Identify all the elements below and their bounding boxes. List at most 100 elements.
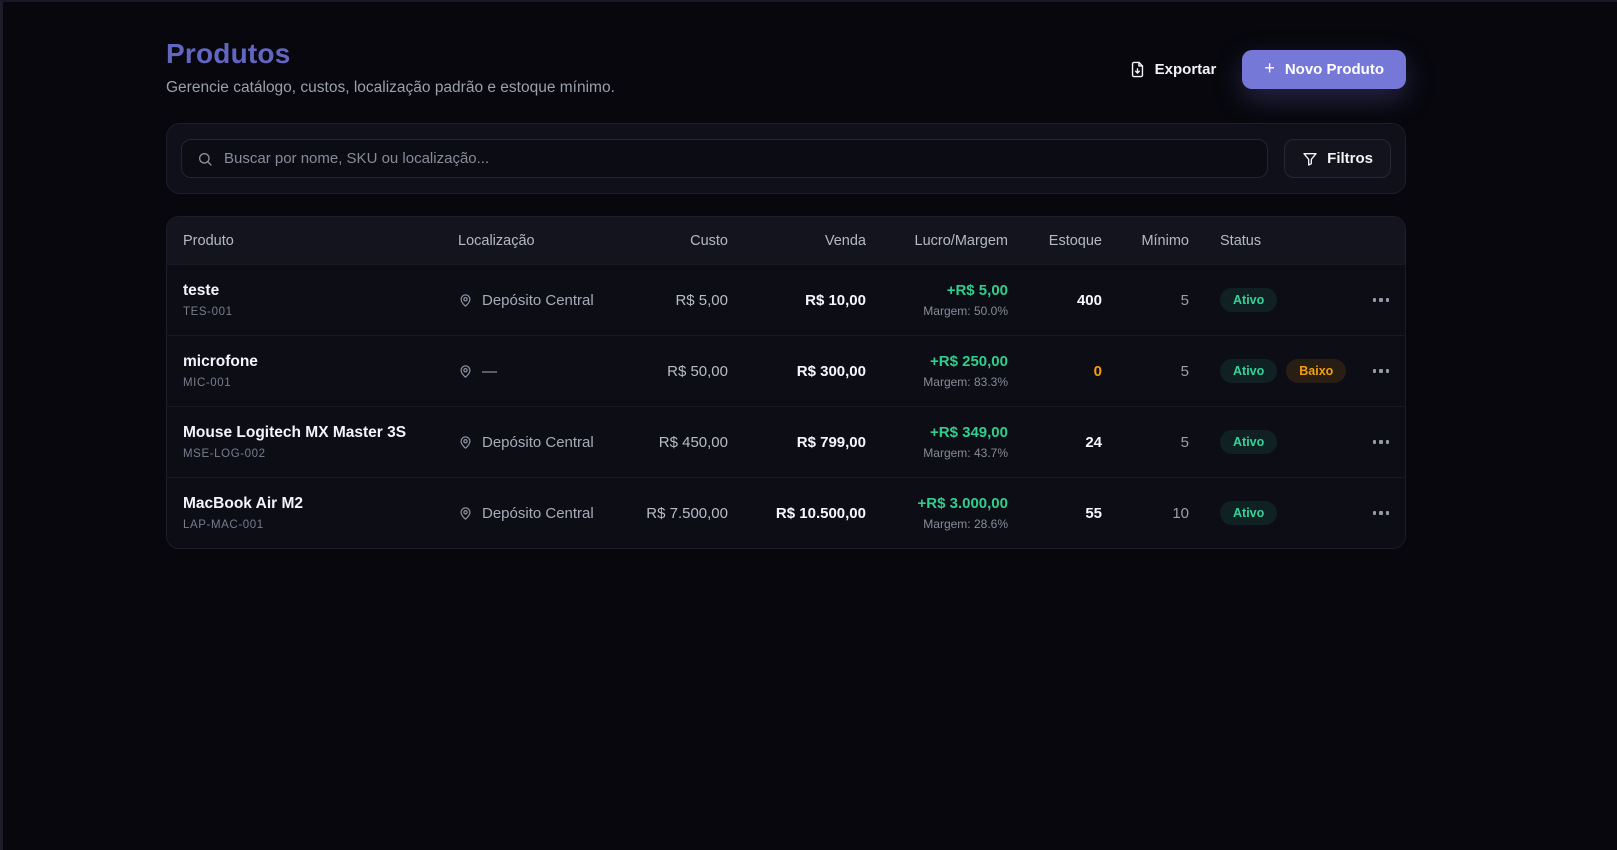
ellipsis-icon [1372, 298, 1376, 302]
header-sale: Venda [824, 232, 866, 249]
product-sku: TES-001 [183, 306, 233, 318]
status-badge-ativo: Ativo [1220, 359, 1278, 383]
row-menu-button[interactable] [1371, 434, 1392, 450]
table-row: microfone MIC-001 — R$ 50,00 R$ 300,00 +… [167, 335, 1405, 406]
profit-value: +R$ 349,00 [930, 424, 1008, 441]
cost-cell: R$ 5,00 [675, 291, 728, 309]
page-title: Produtos [166, 38, 291, 69]
stock-cell: 0 [1093, 362, 1102, 380]
header-status: Status [1220, 232, 1262, 249]
header-profit: Lucro/Margem [914, 232, 1008, 249]
product-sku: MIC-001 [183, 377, 232, 389]
status-cell: Ativo [1189, 430, 1349, 454]
page-subtitle: Gerencie catálogo, custos, localização p… [166, 79, 615, 96]
product-cell: MacBook Air M2 LAP-MAC-001 [183, 495, 458, 531]
filter-funnel-icon [1302, 151, 1318, 167]
header-product: Produto [183, 232, 234, 249]
stock-cell: 55 [1085, 504, 1102, 522]
new-product-button-label: Novo Produto [1284, 61, 1384, 78]
sale-cell: R$ 10,00 [805, 291, 866, 309]
min-cell: 5 [1180, 433, 1189, 451]
table-row: Mouse Logitech MX Master 3S MSE-LOG-002 … [167, 406, 1405, 477]
product-cell: microfone MIC-001 [183, 353, 458, 389]
cost-cell: R$ 50,00 [667, 362, 728, 380]
header-cost: Custo [690, 232, 728, 249]
status-cell: Ativo Baixo [1189, 359, 1349, 383]
table-row: teste TES-001 Depósito Central R$ 5,00 R… [167, 264, 1405, 335]
location-cell: — [458, 363, 608, 380]
export-button[interactable]: Exportar [1129, 61, 1217, 78]
sale-cell: R$ 10.500,00 [775, 504, 866, 522]
ellipsis-icon [1372, 440, 1376, 444]
stock-cell: 24 [1085, 433, 1102, 451]
location-cell: Depósito Central [458, 505, 608, 522]
header-location: Localização [458, 232, 535, 249]
margin-value: Margem: 83.3% [923, 375, 1008, 389]
product-name: Mouse Logitech MX Master 3S [183, 424, 407, 441]
min-cell: 10 [1172, 504, 1189, 522]
product-sku: MSE-LOG-002 [183, 448, 266, 460]
product-cell: teste TES-001 [183, 282, 458, 318]
page-content: Produtos Gerencie catálogo, custos, loca… [166, 2, 1406, 549]
new-product-button[interactable]: + Novo Produto [1242, 50, 1406, 89]
actions-cell [1349, 505, 1391, 521]
actions-cell [1349, 292, 1391, 308]
status-cell: Ativo [1189, 501, 1349, 525]
profit-cell: +R$ 3.000,00 Margem: 28.6% [866, 495, 1009, 531]
actions-cell [1349, 434, 1391, 450]
profit-value: +R$ 250,00 [930, 353, 1008, 370]
margin-value: Margem: 50.0% [923, 304, 1008, 318]
margin-value: Margem: 43.7% [923, 446, 1008, 460]
product-name: teste [183, 282, 220, 299]
status-badge-baixo: Baixo [1286, 359, 1347, 383]
status-badge-ativo: Ativo [1220, 288, 1278, 312]
table-body: teste TES-001 Depósito Central R$ 5,00 R… [167, 264, 1405, 548]
search-input[interactable] [224, 150, 1253, 167]
status-badge-ativo: Ativo [1220, 501, 1278, 525]
profit-cell: +R$ 349,00 Margem: 43.7% [866, 424, 1008, 460]
stock-cell: 400 [1076, 291, 1102, 309]
min-cell: 5 [1180, 362, 1189, 380]
location-label: Depósito Central [482, 433, 594, 451]
map-pin-icon [458, 435, 473, 450]
map-pin-icon [458, 364, 473, 379]
file-download-icon [1129, 61, 1146, 78]
cost-cell: R$ 450,00 [658, 433, 728, 451]
location-cell: Depósito Central [458, 292, 608, 309]
profit-cell: +R$ 5,00 Margem: 50.0% [866, 282, 1008, 318]
table-header-row: Produto Localização Custo Venda Lucro/Ma… [167, 217, 1405, 264]
search-box [181, 139, 1269, 178]
page-header: Produtos Gerencie catálogo, custos, loca… [166, 38, 1406, 97]
status-cell: Ativo [1189, 288, 1349, 312]
export-button-label: Exportar [1154, 61, 1217, 78]
cost-cell: R$ 7.500,00 [646, 504, 728, 522]
header-stock: Estoque [1048, 232, 1102, 249]
search-icon [197, 151, 213, 167]
sale-cell: R$ 300,00 [796, 362, 866, 380]
ellipsis-icon [1372, 369, 1376, 373]
map-pin-icon [458, 293, 473, 308]
location-cell: Depósito Central [458, 434, 608, 451]
min-cell: 5 [1180, 291, 1189, 309]
row-menu-button[interactable] [1371, 292, 1392, 308]
sale-cell: R$ 799,00 [796, 433, 866, 451]
header-actions: Exportar + Novo Produto [1129, 50, 1406, 89]
status-badge-ativo: Ativo [1220, 430, 1278, 454]
location-label: Depósito Central [482, 291, 594, 309]
product-sku: LAP-MAC-001 [183, 519, 264, 531]
plus-icon: + [1264, 58, 1275, 78]
margin-value: Margem: 28.6% [923, 517, 1008, 531]
map-pin-icon [458, 506, 473, 521]
search-panel: Filtros [166, 123, 1406, 194]
table-row: MacBook Air M2 LAP-MAC-001 Depósito Cent… [167, 477, 1405, 548]
row-menu-button[interactable] [1371, 363, 1392, 379]
header-min: Mínimo [1141, 232, 1189, 249]
profit-value: +R$ 5,00 [946, 282, 1008, 299]
product-cell: Mouse Logitech MX Master 3S MSE-LOG-002 [183, 424, 458, 460]
row-menu-button[interactable] [1371, 505, 1392, 521]
filters-button-label: Filtros [1327, 150, 1373, 167]
filters-button[interactable]: Filtros [1284, 139, 1391, 178]
product-name: microfone [183, 353, 258, 370]
actions-cell [1349, 363, 1391, 379]
location-label: — [482, 362, 497, 380]
